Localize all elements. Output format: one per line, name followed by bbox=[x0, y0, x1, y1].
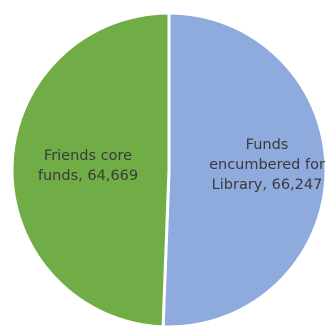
data-label-line: Library, 66,247 bbox=[212, 177, 323, 193]
data-label-2: Friends core funds, 64,669 bbox=[38, 148, 138, 184]
pie-slices bbox=[10, 11, 327, 326]
data-label-line: Funds bbox=[246, 137, 289, 153]
data-label-line: funds, 64,669 bbox=[38, 168, 138, 184]
data-label-1: Funds encumbered for Library, 66,247 bbox=[209, 137, 325, 193]
data-label-line: encumbered for bbox=[209, 157, 325, 173]
pie-slice-1 bbox=[161, 11, 327, 326]
pie-slice-2 bbox=[10, 11, 171, 326]
data-label-line: Friends core bbox=[44, 148, 132, 164]
pie-data-labels: Funds encumbered for Library, 66,247 Friend… bbox=[38, 137, 325, 193]
